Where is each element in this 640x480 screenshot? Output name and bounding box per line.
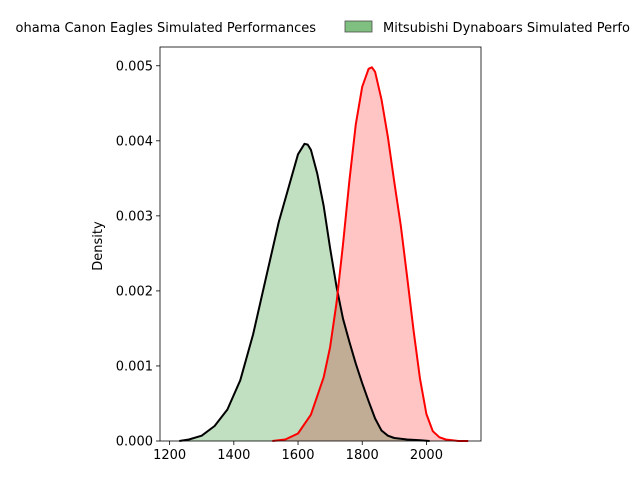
series-1-line [272, 66, 469, 442]
series-0-fill [179, 143, 430, 442]
legend: ohama Canon Eagles Simulated Performance… [16, 20, 630, 36]
series-0-line [179, 142, 430, 442]
axes: 1200 1400 1600 1800 2000 0.000 0.001 0.002 0.003… [116, 46, 482, 463]
plot-frame [159, 46, 482, 442]
y-tick-label: 0.004 [116, 134, 153, 149]
series-1-fill [272, 67, 469, 442]
x-tick-label: 2000 [410, 448, 443, 463]
y-tick-label: 0.003 [116, 209, 153, 224]
y-tick-label: 0.000 [116, 435, 153, 450]
legend-swatch [344, 20, 373, 33]
x-tick-label: 1600 [281, 448, 314, 463]
legend-label: Mitsubishi Dynaboars Simulated Perfo [383, 21, 630, 36]
y-tick-label: 0.002 [116, 284, 153, 299]
x-tick-label: 1800 [346, 448, 379, 463]
legend-label: ohama Canon Eagles Simulated Performance… [16, 21, 317, 36]
x-tick-label: 1400 [217, 448, 250, 463]
x-tick-label: 1200 [153, 448, 186, 463]
y-tick-label: 0.005 [116, 59, 153, 74]
y-axis-label: Density [91, 221, 106, 271]
y-tick-label: 0.001 [116, 359, 153, 374]
plot-area [179, 66, 469, 442]
